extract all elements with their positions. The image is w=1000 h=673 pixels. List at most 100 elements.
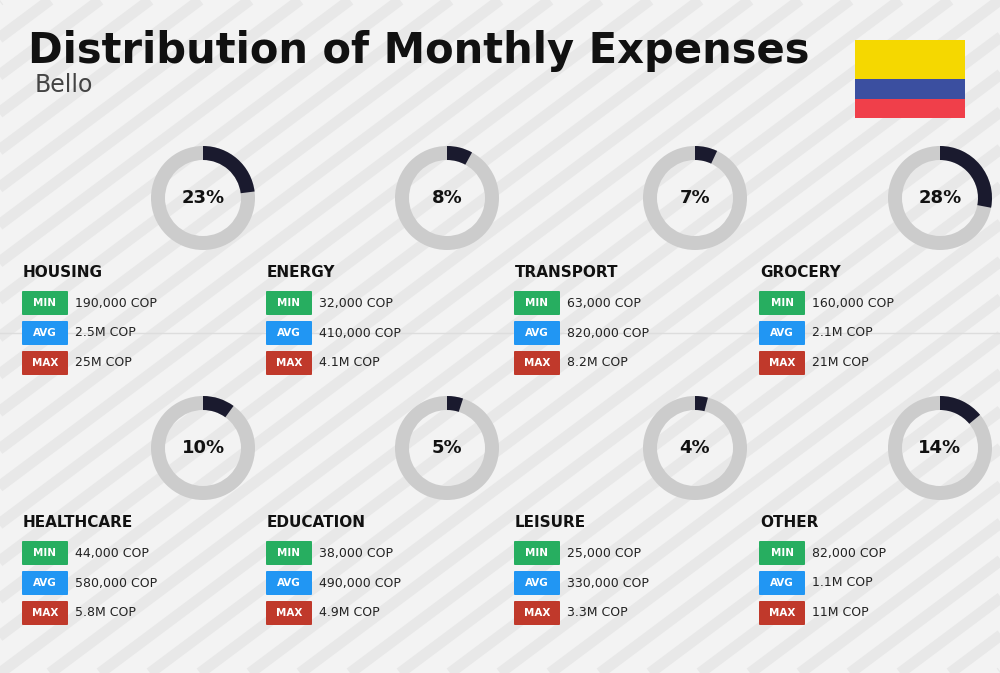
FancyBboxPatch shape: [514, 541, 560, 565]
Text: 2.5M COP: 2.5M COP: [75, 326, 136, 339]
Text: OTHER: OTHER: [760, 515, 818, 530]
Text: 38,000 COP: 38,000 COP: [319, 546, 393, 559]
Text: Bello: Bello: [35, 73, 93, 97]
FancyBboxPatch shape: [514, 601, 560, 625]
Text: AVG: AVG: [525, 328, 549, 338]
Text: MIN: MIN: [278, 298, 300, 308]
Text: AVG: AVG: [770, 578, 794, 588]
Text: 820,000 COP: 820,000 COP: [567, 326, 649, 339]
FancyBboxPatch shape: [759, 291, 805, 315]
Text: 10%: 10%: [181, 439, 225, 457]
Text: 330,000 COP: 330,000 COP: [567, 577, 649, 590]
Wedge shape: [888, 146, 992, 250]
Text: 23%: 23%: [181, 189, 225, 207]
Text: 5%: 5%: [432, 439, 462, 457]
FancyBboxPatch shape: [514, 351, 560, 375]
Text: AVG: AVG: [33, 328, 57, 338]
FancyBboxPatch shape: [266, 541, 312, 565]
Wedge shape: [151, 396, 255, 500]
Text: 160,000 COP: 160,000 COP: [812, 297, 894, 310]
Text: HOUSING: HOUSING: [23, 265, 103, 280]
Text: 4%: 4%: [680, 439, 710, 457]
Bar: [855, 40, 965, 79]
Text: TRANSPORT: TRANSPORT: [515, 265, 618, 280]
Wedge shape: [643, 396, 747, 500]
Text: MAX: MAX: [769, 608, 795, 618]
FancyBboxPatch shape: [514, 291, 560, 315]
Text: 44,000 COP: 44,000 COP: [75, 546, 149, 559]
Wedge shape: [888, 396, 992, 500]
Text: 8.2M COP: 8.2M COP: [567, 357, 628, 369]
Text: GROCERY: GROCERY: [760, 265, 841, 280]
Text: 580,000 COP: 580,000 COP: [75, 577, 157, 590]
FancyBboxPatch shape: [759, 321, 805, 345]
Text: 4.9M COP: 4.9M COP: [319, 606, 380, 620]
Text: 190,000 COP: 190,000 COP: [75, 297, 157, 310]
Text: 32,000 COP: 32,000 COP: [319, 297, 393, 310]
Text: 490,000 COP: 490,000 COP: [319, 577, 401, 590]
FancyBboxPatch shape: [22, 601, 68, 625]
FancyBboxPatch shape: [266, 291, 312, 315]
Text: Distribution of Monthly Expenses: Distribution of Monthly Expenses: [28, 30, 810, 72]
Text: MIN: MIN: [278, 548, 300, 558]
Bar: [855, 79, 965, 98]
FancyBboxPatch shape: [22, 351, 68, 375]
FancyBboxPatch shape: [759, 351, 805, 375]
FancyBboxPatch shape: [759, 571, 805, 595]
Text: 410,000 COP: 410,000 COP: [319, 326, 401, 339]
Wedge shape: [940, 146, 992, 208]
Text: 82,000 COP: 82,000 COP: [812, 546, 886, 559]
FancyBboxPatch shape: [22, 541, 68, 565]
Text: 25M COP: 25M COP: [75, 357, 132, 369]
FancyBboxPatch shape: [266, 321, 312, 345]
Text: 21M COP: 21M COP: [812, 357, 869, 369]
Text: MAX: MAX: [32, 608, 58, 618]
Text: MIN: MIN: [770, 298, 794, 308]
Wedge shape: [203, 146, 255, 193]
FancyBboxPatch shape: [266, 601, 312, 625]
Text: MAX: MAX: [769, 358, 795, 368]
Text: 3.3M COP: 3.3M COP: [567, 606, 628, 620]
Text: 2.1M COP: 2.1M COP: [812, 326, 873, 339]
FancyBboxPatch shape: [22, 321, 68, 345]
Wedge shape: [447, 396, 463, 412]
Text: MIN: MIN: [526, 298, 548, 308]
Text: MAX: MAX: [276, 358, 302, 368]
Text: 63,000 COP: 63,000 COP: [567, 297, 641, 310]
Text: 1.1M COP: 1.1M COP: [812, 577, 873, 590]
Text: MIN: MIN: [526, 548, 548, 558]
Text: MAX: MAX: [32, 358, 58, 368]
Wedge shape: [151, 146, 255, 250]
Text: MAX: MAX: [524, 358, 550, 368]
Text: 14%: 14%: [918, 439, 962, 457]
Text: 28%: 28%: [918, 189, 962, 207]
Text: 8%: 8%: [432, 189, 462, 207]
Text: MAX: MAX: [276, 608, 302, 618]
Wedge shape: [940, 396, 980, 424]
Text: MIN: MIN: [34, 298, 56, 308]
Text: AVG: AVG: [277, 328, 301, 338]
Text: 4.1M COP: 4.1M COP: [319, 357, 380, 369]
FancyBboxPatch shape: [22, 291, 68, 315]
Text: AVG: AVG: [525, 578, 549, 588]
FancyBboxPatch shape: [22, 571, 68, 595]
FancyBboxPatch shape: [514, 571, 560, 595]
Wedge shape: [643, 146, 747, 250]
Wedge shape: [395, 146, 499, 250]
FancyBboxPatch shape: [514, 321, 560, 345]
FancyBboxPatch shape: [266, 351, 312, 375]
Wedge shape: [203, 396, 234, 417]
FancyBboxPatch shape: [266, 571, 312, 595]
Text: ENERGY: ENERGY: [267, 265, 336, 280]
Wedge shape: [695, 396, 708, 411]
Wedge shape: [395, 396, 499, 500]
Text: MAX: MAX: [524, 608, 550, 618]
Text: AVG: AVG: [33, 578, 57, 588]
Text: LEISURE: LEISURE: [515, 515, 586, 530]
Text: HEALTHCARE: HEALTHCARE: [23, 515, 133, 530]
Text: 5.8M COP: 5.8M COP: [75, 606, 136, 620]
Text: 11M COP: 11M COP: [812, 606, 869, 620]
Text: EDUCATION: EDUCATION: [267, 515, 366, 530]
Wedge shape: [447, 146, 472, 165]
Text: MIN: MIN: [770, 548, 794, 558]
